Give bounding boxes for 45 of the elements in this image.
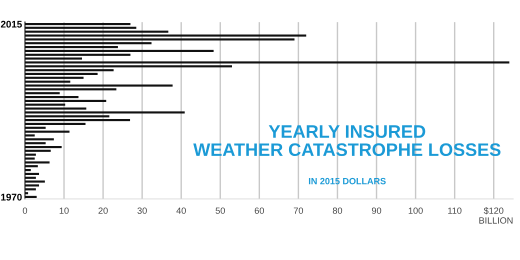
bar	[24, 134, 35, 137]
bar	[24, 50, 214, 52]
x-tick-label: 80	[332, 207, 342, 214]
x-tick-label: $120	[484, 207, 504, 214]
bar	[24, 122, 86, 126]
x-tick-label: 10	[60, 207, 69, 214]
x-tick-label: 0	[22, 207, 28, 214]
bar	[24, 119, 130, 122]
x-tick-label: 90	[372, 207, 382, 214]
x-axis-title: BILLION	[479, 217, 513, 224]
bar	[24, 172, 40, 175]
x-tick-label: 30	[137, 207, 147, 214]
bar	[24, 96, 78, 98]
bar	[24, 38, 294, 40]
bar	[24, 161, 50, 164]
x-tick-label: 60	[254, 207, 264, 214]
x-tick-label: 110	[448, 207, 462, 214]
x-tick-label: 100	[408, 207, 423, 214]
y-tick-label: 2015	[0, 20, 22, 28]
bar	[24, 72, 98, 76]
bar	[24, 84, 173, 87]
bar	[24, 157, 35, 160]
bar	[24, 150, 51, 152]
x-tick-label: 70	[294, 207, 304, 214]
bar	[24, 34, 306, 37]
bar	[24, 76, 84, 79]
bar	[24, 138, 54, 140]
bar	[24, 108, 86, 110]
bar	[24, 188, 36, 190]
bar	[24, 111, 185, 114]
x-tick-label: 40	[176, 207, 186, 214]
text: IN 2015 DOLLARS	[308, 178, 386, 184]
bar	[24, 100, 106, 102]
text: YEARLY INSURED WEATHER CATASTROPHE LOSSES	[193, 125, 501, 156]
bar	[24, 146, 62, 148]
bar	[24, 88, 116, 90]
bar	[24, 61, 510, 64]
bar	[24, 22, 130, 26]
bar	[24, 184, 40, 187]
bar	[24, 180, 45, 183]
bar	[24, 130, 70, 133]
x-tick-label: 20	[98, 207, 108, 214]
y-tick-label: 1970	[1, 194, 22, 201]
x-tick-label: 50	[216, 207, 225, 214]
bar	[24, 196, 37, 198]
